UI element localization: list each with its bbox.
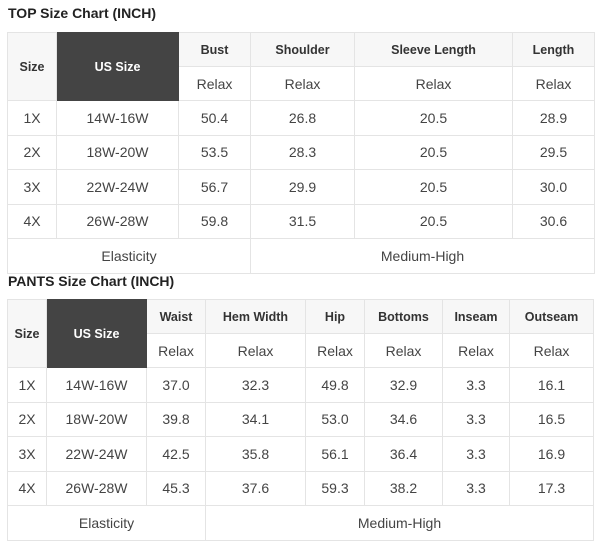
fit-cell: Relax (178, 66, 251, 101)
fit-cell: Relax (509, 333, 594, 368)
table-cell: 16.1 (509, 367, 594, 403)
table-cell: 56.7 (178, 169, 251, 205)
table-cell: 26W-28W (56, 203, 179, 239)
elasticity-label: Elasticity (7, 505, 206, 541)
column-header: US Size (46, 299, 147, 368)
table-cell: 29.9 (250, 169, 355, 205)
fit-cell: Relax (512, 66, 595, 101)
column-header: Size (7, 299, 47, 368)
table-cell: 29.5 (512, 134, 595, 170)
table-cell: 59.8 (178, 203, 251, 239)
column-header: Hem Width (205, 299, 306, 334)
table-cell: 17.3 (509, 470, 594, 506)
table-cell: 20.5 (354, 203, 513, 239)
fit-cell: Relax (205, 333, 306, 368)
table-cell: 50.4 (178, 100, 251, 136)
column-header: Bottoms (364, 299, 443, 334)
fit-cell: Relax (146, 333, 206, 368)
table-row: 4X 26W-28W 59.8 31.5 20.5 30.6 (7, 203, 595, 239)
table-cell: 1X (7, 100, 57, 136)
table-row: 2X 18W-20W 53.5 28.3 20.5 29.5 (7, 134, 595, 170)
table-cell: 3.3 (442, 401, 510, 437)
table-cell: 20.5 (354, 100, 513, 136)
table-cell: 4X (7, 470, 47, 506)
table-cell: 16.9 (509, 436, 594, 472)
fit-cell: Relax (354, 66, 513, 101)
elasticity-label: Elasticity (7, 238, 251, 274)
table-cell: 2X (7, 134, 57, 170)
table-cell: 3.3 (442, 436, 510, 472)
table-cell: 3.3 (442, 367, 510, 403)
table-cell: 34.6 (364, 401, 443, 437)
fit-cell: Relax (250, 66, 355, 101)
table-cell: 35.8 (205, 436, 306, 472)
table-cell: 53.0 (305, 401, 365, 437)
column-header: Inseam (442, 299, 510, 334)
table-row: 2X 18W-20W 39.8 34.1 53.0 34.6 3.3 16.5 (7, 401, 594, 437)
table-cell: 42.5 (146, 436, 206, 472)
table-cell: 30.0 (512, 169, 595, 205)
table-cell: 39.8 (146, 401, 206, 437)
table-cell: 37.0 (146, 367, 206, 403)
column-header: Length (512, 32, 595, 67)
table-cell: 1X (7, 367, 47, 403)
table-cell: 28.3 (250, 134, 355, 170)
table-cell: 31.5 (250, 203, 355, 239)
table-cell: 49.8 (305, 367, 365, 403)
table-row: 3X 22W-24W 56.7 29.9 20.5 30.0 (7, 169, 595, 205)
table-cell: 32.9 (364, 367, 443, 403)
table-cell: 30.6 (512, 203, 595, 239)
fit-cell: Relax (305, 333, 365, 368)
fit-cell: Relax (442, 333, 510, 368)
table-cell: 18W-20W (56, 134, 179, 170)
elasticity-value: Medium-High (250, 238, 595, 274)
table-cell: 3.3 (442, 470, 510, 506)
column-header: Shoulder (250, 32, 355, 67)
top-chart-title: TOP Size Chart (INCH) (8, 5, 157, 21)
table-cell: 38.2 (364, 470, 443, 506)
table-row: 1X 14W-16W 50.4 26.8 20.5 28.9 (7, 100, 595, 136)
elasticity-value: Medium-High (205, 505, 594, 541)
table-cell: 59.3 (305, 470, 365, 506)
table-cell: 20.5 (354, 134, 513, 170)
table-cell: 34.1 (205, 401, 306, 437)
column-header: Outseam (509, 299, 594, 334)
column-header: Hip (305, 299, 365, 334)
table-cell: 28.9 (512, 100, 595, 136)
table-cell: 2X (7, 401, 47, 437)
column-header: Size (7, 32, 57, 101)
table-cell: 14W-16W (46, 367, 147, 403)
table-cell: 36.4 (364, 436, 443, 472)
pants-chart-title: PANTS Size Chart (INCH) (8, 273, 175, 289)
table-cell: 20.5 (354, 169, 513, 205)
table-cell: 26.8 (250, 100, 355, 136)
table-cell: 4X (7, 203, 57, 239)
table-cell: 26W-28W (46, 470, 147, 506)
fit-cell: Relax (364, 333, 443, 368)
table-row: 3X 22W-24W 42.5 35.8 56.1 36.4 3.3 16.9 (7, 436, 594, 472)
table-row: 1X 14W-16W 37.0 32.3 49.8 32.9 3.3 16.1 (7, 367, 594, 403)
table-cell: 56.1 (305, 436, 365, 472)
column-header: Sleeve Length (354, 32, 513, 67)
column-header: US Size (56, 32, 179, 101)
table-row: 4X 26W-28W 45.3 37.6 59.3 38.2 3.3 17.3 (7, 470, 594, 506)
column-header: Bust (178, 32, 251, 67)
table-cell: 45.3 (146, 470, 206, 506)
table-cell: 3X (7, 169, 57, 205)
table-cell: 32.3 (205, 367, 306, 403)
table-cell: 22W-24W (56, 169, 179, 205)
top-size-table: Size US Size Bust Shoulder Sleeve Length Leng… (7, 32, 595, 274)
column-header: Waist (146, 299, 206, 334)
table-cell: 53.5 (178, 134, 251, 170)
table-cell: 14W-16W (56, 100, 179, 136)
pants-size-table: Size US Size Waist Hem Width Hip Bottoms Insea… (7, 299, 594, 541)
table-cell: 18W-20W (46, 401, 147, 437)
table-cell: 37.6 (205, 470, 306, 506)
table-cell: 16.5 (509, 401, 594, 437)
table-cell: 22W-24W (46, 436, 147, 472)
table-cell: 3X (7, 436, 47, 472)
